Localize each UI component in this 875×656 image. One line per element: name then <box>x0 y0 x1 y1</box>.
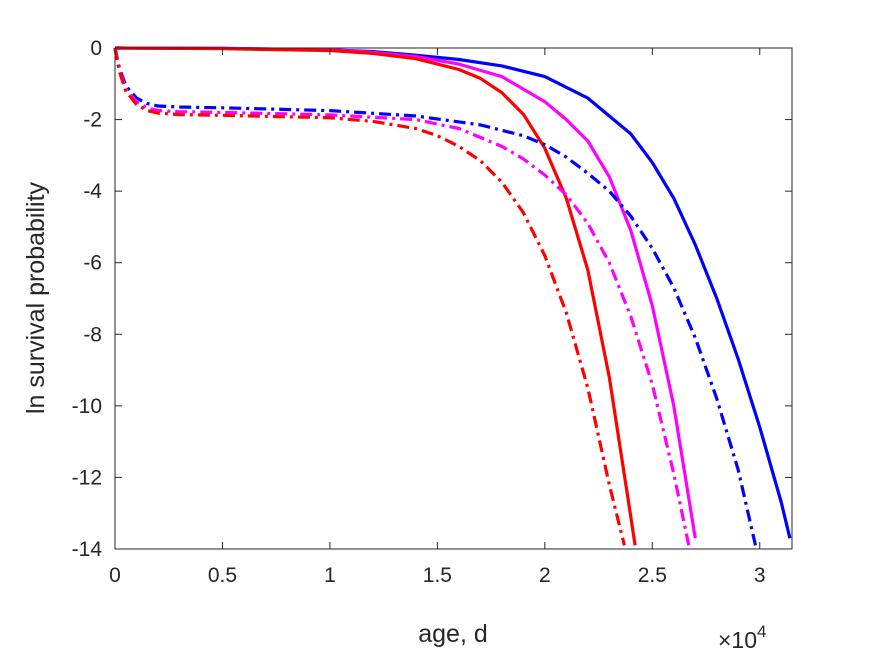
x-tick-label: 0.5 <box>208 564 237 587</box>
y-tick-label: -4 <box>83 180 102 203</box>
x-axis-label: age, d <box>418 620 488 648</box>
series-line-5-dashdot <box>113 47 691 546</box>
y-tick-label: -14 <box>72 538 103 561</box>
x-tick-label: 0 <box>109 564 121 587</box>
y-tick-label: -2 <box>83 109 102 132</box>
x-axis-exponent-power: 4 <box>757 622 766 641</box>
series-line-3-solid <box>114 46 637 546</box>
y-tick-label: -10 <box>72 395 102 418</box>
y-tick-label: -8 <box>83 323 102 346</box>
y-tick-label: 0 <box>90 37 102 60</box>
x-tick-label: 2.5 <box>638 564 667 587</box>
tick-layer: 0 0.5 1 1.5 2 2.5 3 0 -2 -4 -6 -8 -10 -12 -14 <box>72 37 792 587</box>
series-line-6-dashdot <box>113 47 626 546</box>
x-axis-exponent: ×104 <box>718 622 766 653</box>
series-layer <box>113 46 792 546</box>
y-axis-label: ln survival probability <box>22 181 50 414</box>
x-axis-exponent-base: ×10 <box>718 627 757 653</box>
y-tick-label: -12 <box>72 466 102 489</box>
x-tick-label: 3 <box>754 564 766 587</box>
y-tick-label: -6 <box>83 252 102 275</box>
plot-frame <box>114 47 793 550</box>
series-line-4-dashdot <box>113 47 758 546</box>
x-tick-label: 2 <box>539 564 551 587</box>
x-tick-label: 1 <box>324 564 336 587</box>
plot-area <box>115 48 792 549</box>
x-tick-label: 1.5 <box>423 564 452 587</box>
